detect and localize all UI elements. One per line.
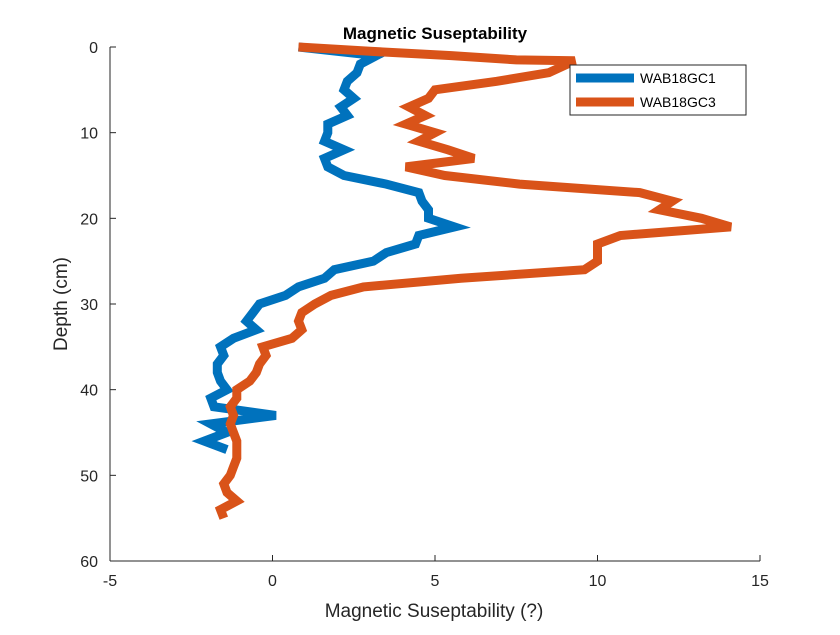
x-tick-label: 5 [431, 573, 440, 590]
y-tick-label: 0 [89, 40, 98, 57]
x-axis-label: Magnetic Suseptability (?) [325, 601, 544, 622]
chart-title: Magnetic Suseptability [343, 24, 528, 43]
legend-box [569, 64, 747, 116]
series-line-wab18gc3 [214, 42, 733, 520]
legend-entry: WAB18GC3 [640, 94, 716, 110]
x-tick-label: -5 [103, 573, 117, 590]
y-tick-label: 40 [80, 383, 98, 400]
series-lines [191, 42, 733, 520]
y-tick-label: 60 [80, 554, 98, 571]
x-tick-label: 15 [751, 573, 769, 590]
legend-entry: WAB18GC1 [640, 70, 716, 86]
series-line-wab18gc1 [191, 42, 471, 454]
x-tick-label: 0 [268, 573, 277, 590]
y-axis-label: Depth (cm) [51, 257, 72, 351]
y-tick-label: 10 [80, 126, 98, 143]
axes: -5 0 5 10 15 0 10 20 30 40 50 60 [80, 40, 769, 590]
y-tick-label: 50 [80, 468, 98, 485]
x-tick-label: 10 [589, 573, 607, 590]
y-tick-label: 20 [80, 211, 98, 228]
legend: WAB18GC1 WAB18GC3 [569, 64, 747, 116]
y-tick-label: 30 [80, 297, 98, 314]
